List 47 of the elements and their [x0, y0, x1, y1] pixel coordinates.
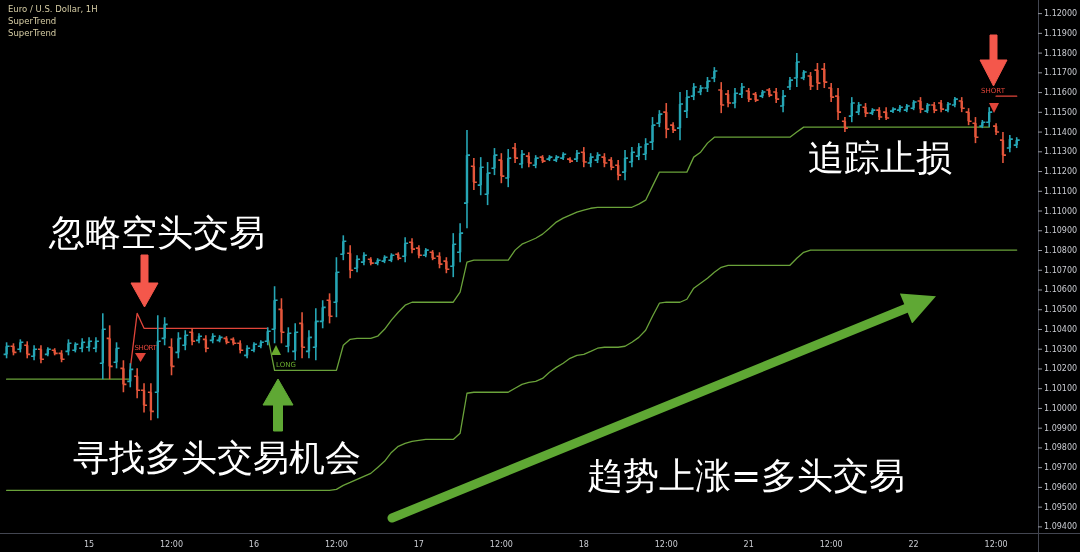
text: Euro / U.S. Dollar, 1H [8, 4, 98, 14]
y-tick-label: 1.10000 [1044, 403, 1078, 413]
x-tick-label: 18 [578, 539, 589, 549]
x-tick-label: 12:00 [159, 539, 184, 549]
annotation: 趋势上涨=多头交易 [586, 454, 906, 496]
annotation: 寻找多头交易机会 [73, 436, 361, 478]
x-tick-label: 15 [83, 539, 95, 549]
y-tick-label: 1.11500 [1044, 107, 1078, 117]
y-tick-label: 1.11000 [1044, 206, 1078, 216]
line-series [5, 249, 1018, 492]
y-tick-label: 1.10300 [1044, 344, 1078, 354]
y-tick-label: 1.09700 [1044, 463, 1078, 473]
annotation: 忽略空头交易 [48, 211, 265, 253]
y-tick-label: 1.10700 [1044, 265, 1078, 275]
x-tick-label: 22 [908, 539, 919, 549]
y-tick-label: 1.09600 [1044, 482, 1078, 492]
x-tick-label: 21 [743, 539, 754, 549]
x-tick-label: 12:00 [489, 539, 513, 549]
y-tick-label: 1.11100 [1044, 186, 1078, 196]
y-tick-label: 1.09500 [1044, 502, 1078, 512]
x-tick-label: 12:00 [984, 539, 1008, 549]
y-tick-label: 1.10900 [1044, 226, 1078, 236]
y-tick-label: 1.10600 [1044, 285, 1078, 295]
y-tick-label: 1.10200 [1044, 364, 1078, 374]
y-tick-label: 1.11700 [1044, 68, 1078, 78]
y-tick-label: 1.09900 [1044, 423, 1078, 433]
y-tick-label: 1.10800 [1044, 246, 1078, 256]
y-tick-label: 1.11400 [1044, 127, 1078, 137]
y-tick-label: 1.09800 [1044, 443, 1078, 453]
x-tick-label: 12:00 [324, 539, 348, 549]
y-tick-label: 1.11200 [1044, 167, 1078, 177]
y-tick-label: 1.10500 [1044, 305, 1078, 315]
x-tick-label: 17 [413, 539, 424, 549]
x-tick-label: 16 [248, 539, 260, 549]
x-tick-label: 12:00 [654, 539, 678, 549]
annotation: SuperTrend [8, 16, 57, 26]
y-tick-label: 1.11300 [1044, 147, 1078, 157]
x-tick-label: 12:00 [819, 539, 843, 549]
y-tick-label: 1.09400 [1044, 522, 1078, 532]
y-tick-label: 1.11600 [1044, 88, 1078, 98]
annotation: 追踪止损 [808, 136, 952, 178]
y-tick-label: 1.11800 [1044, 48, 1078, 58]
y-tick-label: 1.10100 [1044, 384, 1078, 394]
y-tick-label: 1.11900 [1044, 28, 1078, 38]
annotation: SuperTrend [8, 28, 57, 38]
y-tick-label: 1.10400 [1044, 324, 1078, 334]
y-tick-label: 1.12000 [1044, 9, 1078, 19]
